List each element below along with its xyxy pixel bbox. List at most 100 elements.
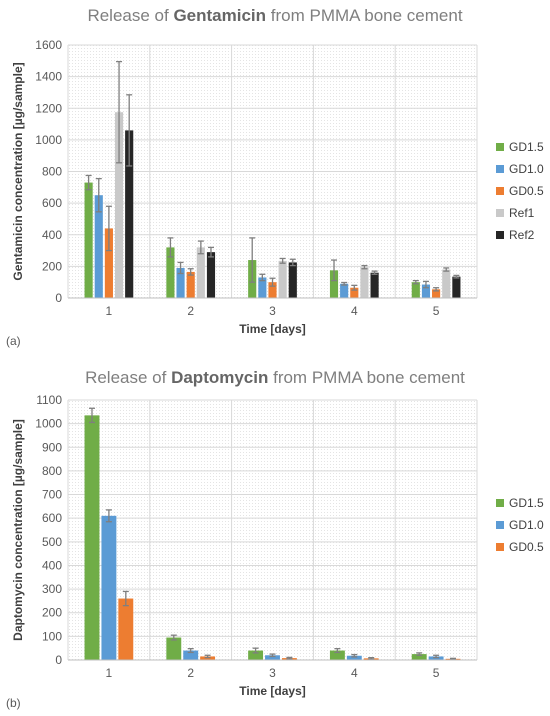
bar bbox=[114, 112, 124, 298]
bar bbox=[370, 272, 379, 298]
plot-area bbox=[68, 400, 477, 660]
bar bbox=[101, 515, 117, 660]
bar bbox=[340, 283, 349, 298]
legend-item: GD0.5 bbox=[496, 536, 544, 558]
bar bbox=[265, 655, 280, 660]
title-prefix: Release of bbox=[87, 6, 174, 25]
bar bbox=[176, 267, 185, 298]
x-tick-label: 2 bbox=[187, 666, 194, 680]
bar bbox=[94, 195, 103, 298]
y-tick-label: 800 bbox=[42, 464, 62, 478]
bar bbox=[166, 247, 175, 298]
legend-item: GD1.5 bbox=[496, 136, 544, 158]
bar bbox=[360, 267, 369, 298]
bar bbox=[432, 289, 441, 298]
y-tick-label: 400 bbox=[42, 228, 62, 242]
y-tick-label: 1600 bbox=[35, 38, 62, 52]
x-tick-label: 1 bbox=[106, 304, 113, 318]
y-tick-label: 400 bbox=[42, 558, 62, 572]
bar bbox=[329, 270, 339, 298]
y-tick-label: 600 bbox=[42, 511, 62, 525]
bar bbox=[411, 282, 420, 298]
legend-item: GD0.5 bbox=[496, 180, 544, 202]
bar bbox=[350, 287, 359, 298]
y-tick-label: 1100 bbox=[36, 393, 62, 407]
legend-item: GD1.0 bbox=[496, 514, 544, 536]
title-drug: Gentamicin bbox=[173, 6, 267, 25]
legend-label: GD1.0 bbox=[509, 518, 544, 532]
daptomycin-chart-panel: Release of Daptomycin from PMMA bone cem… bbox=[0, 362, 550, 716]
legend-label: GD1.5 bbox=[509, 496, 544, 510]
bar bbox=[411, 654, 427, 660]
bar bbox=[278, 260, 287, 298]
bar bbox=[125, 130, 134, 298]
legend-item: Ref2 bbox=[496, 224, 544, 246]
y-tick-label: 800 bbox=[42, 165, 62, 179]
gentamicin-chart: 0 200 400 600 800 1000 1200 1400 1600 1 2 3 4 5 Time [… bbox=[11, 38, 478, 336]
bar bbox=[288, 262, 297, 298]
legend-swatch bbox=[496, 143, 504, 151]
legend-swatch bbox=[496, 499, 504, 507]
y-tick-label: 700 bbox=[42, 488, 62, 502]
bar bbox=[258, 277, 267, 298]
y-tick-label: 200 bbox=[42, 259, 62, 273]
bar bbox=[104, 228, 113, 298]
x-tick-label: 5 bbox=[433, 666, 440, 680]
y-tick-label: 600 bbox=[42, 196, 62, 210]
bar bbox=[84, 415, 100, 660]
y-tick-label: 300 bbox=[42, 582, 62, 596]
title-suffix: from PMMA bone cement bbox=[266, 6, 463, 25]
bar bbox=[84, 182, 93, 298]
legend-label: Ref1 bbox=[509, 206, 535, 220]
x-tick-label: 4 bbox=[351, 666, 358, 680]
bar bbox=[166, 637, 182, 660]
gentamicin-chart-panel: Release of Gentamicin from PMMA bone cem… bbox=[0, 0, 550, 352]
y-tick-label: 1000 bbox=[35, 133, 62, 147]
daptomycin-chart: 0 100 200 300 400 500 600 700 800 900 1000 1100 1 2 3 4… bbox=[11, 393, 478, 698]
panel-tag: (a) bbox=[6, 334, 21, 348]
legend-item: GD1.0 bbox=[496, 158, 544, 180]
title-suffix: from PMMA bone cement bbox=[268, 368, 465, 387]
y-tick-label: 900 bbox=[42, 440, 62, 454]
legend-swatch bbox=[496, 231, 504, 239]
chart-legend: GD1.5 GD1.0 GD0.5 Ref1 Ref2 bbox=[496, 136, 544, 246]
legend-label: GD1.5 bbox=[509, 140, 544, 154]
legend-swatch bbox=[496, 165, 504, 173]
chart-title: Release of Gentamicin from PMMA bone cem… bbox=[0, 6, 550, 26]
y-axis-label: Daptomycin concentration [µg/sample] bbox=[11, 419, 25, 641]
y-tick-label: 1400 bbox=[35, 70, 62, 84]
x-tick-label: 4 bbox=[351, 304, 358, 318]
bar bbox=[183, 650, 199, 660]
legend-item: Ref1 bbox=[496, 202, 544, 224]
bar bbox=[452, 276, 461, 298]
y-tick-label: 0 bbox=[55, 653, 62, 667]
legend-swatch bbox=[496, 187, 504, 195]
bar bbox=[346, 655, 362, 660]
chart-legend: GD1.5 GD1.0 GD0.5 bbox=[496, 492, 544, 558]
x-tick-label: 3 bbox=[269, 666, 276, 680]
bar bbox=[118, 598, 134, 660]
x-tick-label: 2 bbox=[187, 304, 194, 318]
legend-item: GD1.5 bbox=[496, 492, 544, 514]
x-tick-label: 5 bbox=[433, 304, 440, 318]
x-tick-label: 3 bbox=[269, 304, 276, 318]
y-tick-label: 100 bbox=[42, 629, 62, 643]
legend-label: GD0.5 bbox=[509, 184, 544, 198]
legend-label: GD0.5 bbox=[509, 540, 544, 554]
bar bbox=[442, 269, 451, 298]
bar bbox=[206, 252, 216, 298]
y-tick-label: 200 bbox=[42, 606, 62, 620]
x-axis-label: Time [days] bbox=[239, 684, 305, 698]
bar bbox=[268, 282, 277, 298]
legend-swatch bbox=[496, 209, 504, 217]
bar bbox=[421, 284, 431, 298]
x-axis-label: Time [days] bbox=[239, 322, 305, 336]
y-tick-label: 1000 bbox=[35, 417, 62, 431]
legend-label: GD1.0 bbox=[509, 162, 544, 176]
bar bbox=[329, 650, 345, 660]
legend-swatch bbox=[496, 521, 504, 529]
panel-tag: (b) bbox=[6, 696, 21, 710]
legend-label: Ref2 bbox=[509, 228, 535, 242]
y-tick-label: 1200 bbox=[35, 101, 62, 115]
y-tick-label: 500 bbox=[42, 535, 62, 549]
